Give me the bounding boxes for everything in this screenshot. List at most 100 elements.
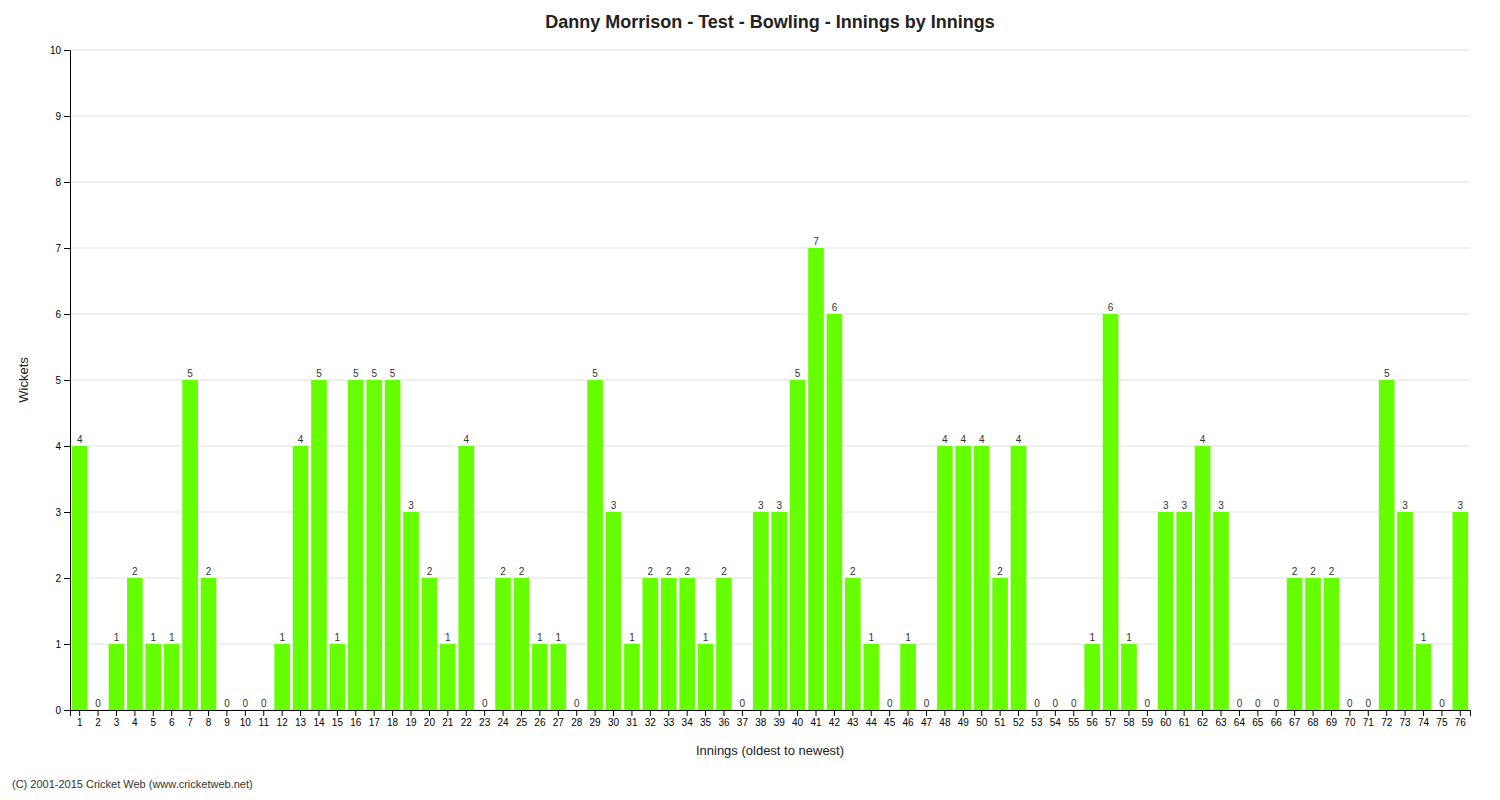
x-tick: 67 <box>1289 710 1301 728</box>
tick-mark <box>687 710 688 716</box>
tick-label: 36 <box>718 717 730 728</box>
data-label: 5 <box>316 368 322 379</box>
data-label: 2 <box>1310 566 1316 577</box>
tick-mark <box>742 710 743 716</box>
tick-mark <box>1147 710 1148 716</box>
tick-mark <box>631 710 632 716</box>
tick-label: 60 <box>1160 717 1172 728</box>
y-tick: 10 <box>50 45 70 56</box>
data-label: 1 <box>1421 632 1427 643</box>
grid-line <box>70 50 1470 51</box>
y-tick: 8 <box>55 177 70 188</box>
data-label: 0 <box>1145 698 1151 709</box>
x-tick: 10 <box>240 710 252 728</box>
bar <box>992 578 1008 710</box>
tick-mark <box>1018 710 1019 716</box>
bar <box>1324 578 1340 710</box>
x-tick: 44 <box>866 710 878 728</box>
x-tick: 66 <box>1271 710 1283 728</box>
x-tick: 17 <box>369 710 381 728</box>
tick-mark <box>466 710 467 716</box>
tick-mark <box>889 710 890 716</box>
x-tick: 55 <box>1068 710 1080 728</box>
tick-label: 14 <box>313 717 325 728</box>
tick-label: 61 <box>1179 717 1191 728</box>
tick-label: 10 <box>240 717 252 728</box>
tick-mark <box>429 710 430 716</box>
tick-mark <box>337 710 338 716</box>
tick-mark <box>1257 710 1258 716</box>
bar <box>606 512 622 710</box>
tick-label: 5 <box>151 717 157 728</box>
data-label: 1 <box>169 632 175 643</box>
tick-mark <box>1331 710 1332 716</box>
tick-label: 42 <box>829 717 841 728</box>
tick-label: 57 <box>1105 717 1117 728</box>
bar <box>127 578 143 710</box>
x-tick: 11 <box>259 710 270 728</box>
tick-mark <box>79 710 80 716</box>
data-label: 5 <box>371 368 377 379</box>
x-tick: 42 <box>829 710 841 728</box>
y-tick: 3 <box>55 507 70 518</box>
tick-mark <box>1349 710 1350 716</box>
data-label: 3 <box>1402 500 1408 511</box>
x-tick: 68 <box>1308 710 1320 728</box>
y-tick: 0 <box>55 705 70 716</box>
tick-label: 49 <box>958 717 970 728</box>
bar <box>661 578 677 710</box>
y-tick: 4 <box>55 441 70 452</box>
bar <box>495 578 511 710</box>
data-label: 0 <box>924 698 930 709</box>
tick-mark <box>64 50 70 51</box>
bar <box>790 380 806 710</box>
data-label: 3 <box>1458 500 1464 511</box>
bar <box>698 644 714 710</box>
x-tick: 33 <box>663 710 675 728</box>
x-tick: 20 <box>424 710 436 728</box>
data-label: 1 <box>445 632 451 643</box>
tick-mark <box>484 710 485 716</box>
bar <box>256 710 272 711</box>
bar <box>1140 710 1156 711</box>
bar <box>587 380 603 710</box>
bar <box>679 578 695 710</box>
tick-label: 26 <box>534 717 546 728</box>
bar <box>1011 446 1027 710</box>
tick-label: 6 <box>169 717 175 728</box>
data-label: 1 <box>556 632 562 643</box>
tick-mark <box>64 182 70 183</box>
x-tick: 62 <box>1197 710 1209 728</box>
data-label: 1 <box>151 632 157 643</box>
tick-mark <box>171 710 172 716</box>
y-tick: 1 <box>55 639 70 650</box>
data-label: 4 <box>961 434 967 445</box>
tick-label: 66 <box>1271 717 1283 728</box>
x-tick: 13 <box>295 710 307 728</box>
x-tick: 72 <box>1381 710 1393 728</box>
bar <box>1121 644 1137 710</box>
tick-label: 59 <box>1142 717 1154 728</box>
x-tick: 43 <box>847 710 859 728</box>
x-tick: 63 <box>1215 710 1227 728</box>
x-tick: 29 <box>590 710 602 728</box>
data-label: 0 <box>740 698 746 709</box>
tick-mark <box>1036 710 1037 716</box>
data-label: 0 <box>1255 698 1261 709</box>
tick-mark <box>521 710 522 716</box>
data-label: 0 <box>1439 698 1445 709</box>
tick-label: 70 <box>1344 717 1356 728</box>
tick-mark <box>226 710 227 716</box>
tick-label: 1 <box>55 639 61 650</box>
data-label: 2 <box>1329 566 1335 577</box>
bar <box>1084 644 1100 710</box>
tick-label: 44 <box>866 717 878 728</box>
tick-label: 47 <box>921 717 933 728</box>
bar <box>1305 578 1321 710</box>
tick-label: 35 <box>700 717 712 728</box>
bar <box>532 644 548 710</box>
x-tick: 73 <box>1400 710 1412 728</box>
tick-mark <box>1055 710 1056 716</box>
x-tick: 69 <box>1326 710 1338 728</box>
bar <box>403 512 419 710</box>
